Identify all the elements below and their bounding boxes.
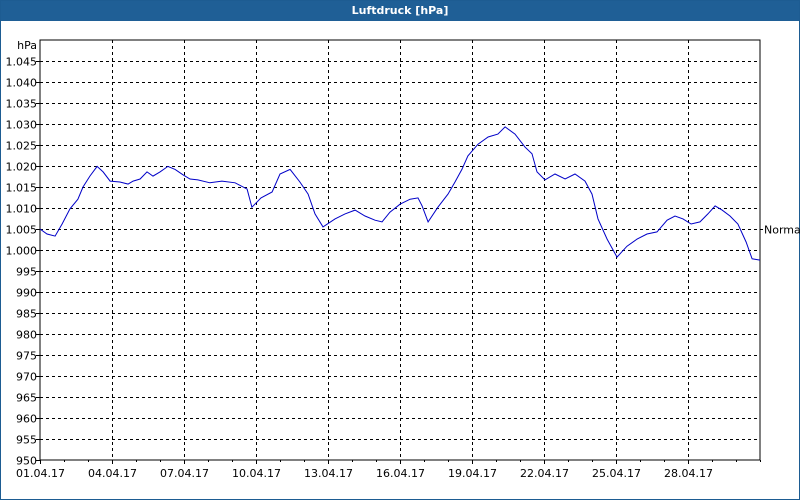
- annotations: Normal: [760, 224, 800, 237]
- y-tick-label: 1.020: [6, 161, 38, 174]
- x-tick-label: 10.04.17: [232, 467, 281, 480]
- y-tick-label: 1.015: [6, 182, 38, 195]
- y-tick-label: 1.025: [6, 140, 38, 153]
- y-tick-label: 1.010: [6, 203, 38, 216]
- y-tick-label: 995: [16, 266, 37, 279]
- chart-title: Luftdruck [hPa]: [1, 1, 799, 21]
- x-tick-label: 28.04.17: [664, 467, 713, 480]
- y-tick-label: 985: [16, 308, 37, 321]
- y-axis-unit-label: hPa: [17, 39, 37, 52]
- grid-lines: [40, 40, 760, 460]
- y-tick-label: 990: [16, 287, 37, 300]
- y-tick-label: 980: [16, 329, 37, 342]
- y-tick-label: 1.045: [6, 56, 38, 69]
- y-tick-label: 975: [16, 350, 37, 363]
- y-tick-label: 965: [16, 392, 37, 405]
- x-axis: 01.04.17 04.04.17 07.04.17 10.04.17 13.04.17…: [16, 460, 761, 480]
- y-tick-label: 955: [16, 434, 37, 447]
- y-tick-label: 970: [16, 371, 37, 384]
- y-tick-label: 1.000: [6, 245, 38, 258]
- y-axis: 1.045 1.040 1.035 1.030 1.025 1.020 1.015 1.010…: [6, 56, 40, 468]
- x-tick-label: 07.04.17: [160, 467, 209, 480]
- y-tick-label: 950: [16, 455, 37, 468]
- y-tick-label: 1.030: [6, 119, 38, 132]
- x-tick-label: 22.04.17: [520, 467, 569, 480]
- y-tick-label: 1.035: [6, 98, 38, 111]
- x-tick-label: 25.04.17: [592, 467, 641, 480]
- pressure-line: [39, 126, 761, 261]
- x-tick-label: 04.04.17: [88, 467, 137, 480]
- y-tick-label: 1.040: [6, 77, 38, 90]
- x-tick-label: 19.04.17: [448, 467, 497, 480]
- x-tick-label: 16.04.17: [376, 467, 425, 480]
- x-tick-label: 01.04.17: [16, 467, 65, 480]
- y-tick-label: 960: [16, 413, 37, 426]
- x-tick-label: 13.04.17: [304, 467, 353, 480]
- normal-pressure-label: Normal: [764, 224, 800, 237]
- y-tick-label: 1.005: [6, 224, 38, 237]
